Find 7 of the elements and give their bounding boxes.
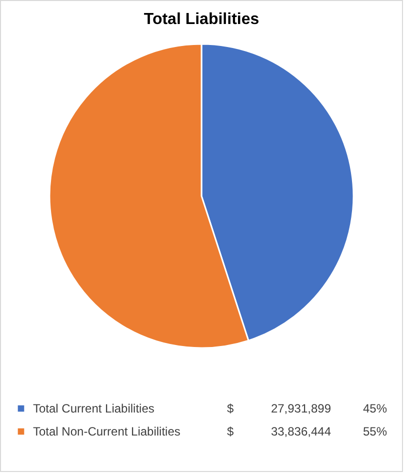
text: $ 27,931,899	[227, 402, 331, 416]
chart-title: Total Liabilities	[144, 11, 260, 28]
data-label: 55%	[362, 424, 388, 438]
legend-label: Total Current Liabilities	[33, 402, 154, 416]
data-label: 45%	[362, 402, 388, 416]
legend-label: Total Non-Current Liabilities	[33, 424, 180, 438]
text: $ 33,836,444	[227, 424, 331, 438]
